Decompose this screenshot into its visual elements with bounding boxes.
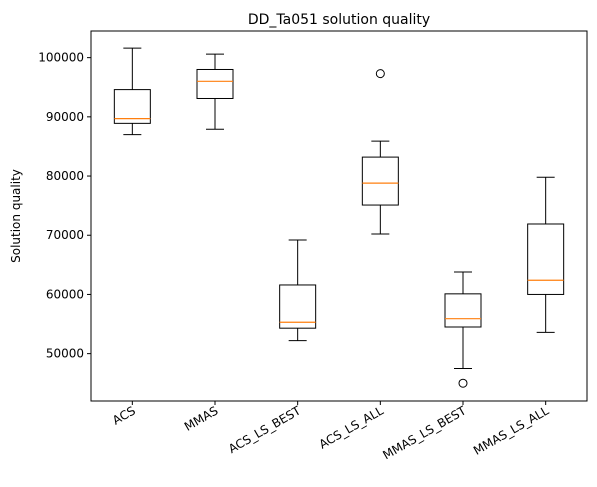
y-tick-label: 90000: [46, 110, 84, 124]
plot-frame: [91, 31, 587, 401]
y-tick-label: 100000: [38, 51, 84, 65]
box: [445, 294, 481, 327]
y-tick-label: 70000: [46, 228, 84, 242]
x-tick-label: MMAS_LS_ALL: [471, 403, 551, 457]
x-tick-label: MMAS: [182, 403, 221, 433]
x-tick-label: ACS: [110, 403, 138, 427]
x-tick-label: MMAS_LS_BEST: [380, 403, 469, 462]
x-tick-label: ACS_LS_ALL: [317, 403, 387, 451]
box: [528, 224, 564, 294]
x-tick-label: ACS_LS_BEST: [226, 403, 304, 456]
outlier-point: [376, 70, 384, 78]
chart-title: DD_Ta051 solution quality: [248, 12, 430, 28]
outlier-point: [459, 379, 467, 387]
y-tick-label: 60000: [46, 287, 84, 301]
y-tick-label: 80000: [46, 169, 84, 183]
box: [197, 69, 233, 98]
box: [362, 157, 398, 205]
y-tick-label: 50000: [46, 347, 84, 361]
y-axis-label: Solution quality: [9, 169, 23, 263]
